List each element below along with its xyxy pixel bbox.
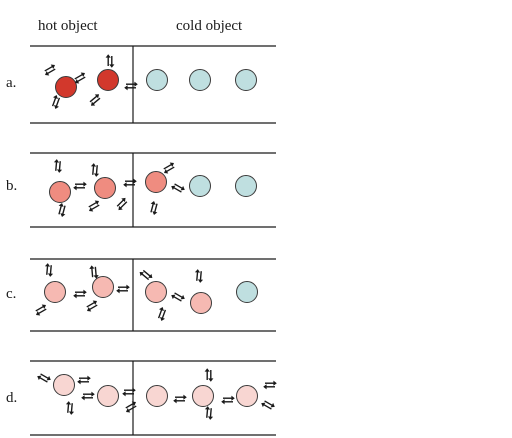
- double-arrow-icon: [124, 81, 138, 91]
- double-arrow-icon: [89, 265, 99, 279]
- double-arrow-icon: [73, 289, 87, 299]
- row-label-c: c.: [6, 286, 17, 302]
- double-arrow-icon: [173, 394, 187, 404]
- double-arrow-icon: [204, 406, 214, 420]
- cold-particle: [235, 175, 257, 197]
- double-arrow-icon: [171, 292, 185, 302]
- double-arrow-icon: [263, 380, 277, 390]
- double-arrow-icon: [116, 197, 128, 211]
- double-arrow-icon: [125, 401, 137, 413]
- cold-particle: [236, 281, 258, 303]
- double-arrow-icon: [37, 373, 51, 383]
- double-arrow-icon: [51, 94, 61, 110]
- double-arrow-icon: [73, 181, 87, 191]
- double-arrow-icon: [123, 178, 137, 188]
- double-arrow-icon: [88, 200, 100, 212]
- cold-particle: [189, 69, 211, 91]
- double-arrow-icon: [74, 72, 86, 84]
- double-arrow-icon: [171, 183, 185, 193]
- hot-particle: [92, 276, 114, 298]
- double-arrow-icon: [44, 263, 54, 277]
- row-label-d: d.: [6, 390, 18, 406]
- panel-row-d: [30, 360, 277, 436]
- cold-particle: [236, 385, 258, 407]
- double-arrow-icon: [77, 375, 91, 385]
- double-arrow-icon: [44, 64, 56, 76]
- double-arrow-icon: [89, 94, 101, 106]
- double-arrow-icon: [116, 284, 130, 294]
- double-arrow-icon: [65, 401, 75, 415]
- cold-particle: [235, 69, 257, 91]
- cold-particle: [146, 385, 168, 407]
- hot-object-header: hot object: [38, 18, 98, 34]
- panel-row-b: [30, 152, 276, 228]
- panel-row-c: [30, 258, 276, 332]
- double-arrow-icon: [105, 54, 115, 68]
- double-arrow-icon: [163, 162, 175, 174]
- hot-particle: [94, 177, 116, 199]
- cold-particle: [145, 171, 167, 193]
- cold-particle: [192, 385, 214, 407]
- cold-particle: [190, 292, 212, 314]
- hot-particle: [53, 374, 75, 396]
- double-arrow-icon: [53, 159, 63, 173]
- double-arrow-icon: [35, 304, 47, 316]
- double-arrow-icon: [150, 200, 158, 216]
- hot-particle: [97, 385, 119, 407]
- double-arrow-icon: [58, 202, 66, 218]
- double-arrow-icon: [86, 300, 98, 312]
- hot-particle: [55, 76, 77, 98]
- hot-particle: [49, 181, 71, 203]
- row-label-a: a.: [6, 75, 17, 91]
- cold-particle: [145, 281, 167, 303]
- double-arrow-icon: [157, 306, 167, 322]
- double-arrow-icon: [139, 269, 153, 281]
- panel-row-a: [30, 45, 276, 124]
- cold-particle: [146, 69, 168, 91]
- cold-particle: [189, 175, 211, 197]
- double-arrow-icon: [204, 368, 214, 382]
- hot-particle: [44, 281, 66, 303]
- double-arrow-icon: [122, 387, 136, 397]
- double-arrow-icon: [221, 395, 235, 405]
- double-arrow-icon: [261, 400, 275, 410]
- double-arrow-icon: [194, 269, 204, 283]
- row-label-b: b.: [6, 178, 18, 194]
- cold-object-header: cold object: [176, 18, 243, 34]
- double-arrow-icon: [81, 391, 95, 401]
- hot-particle: [97, 69, 119, 91]
- double-arrow-icon: [90, 163, 100, 177]
